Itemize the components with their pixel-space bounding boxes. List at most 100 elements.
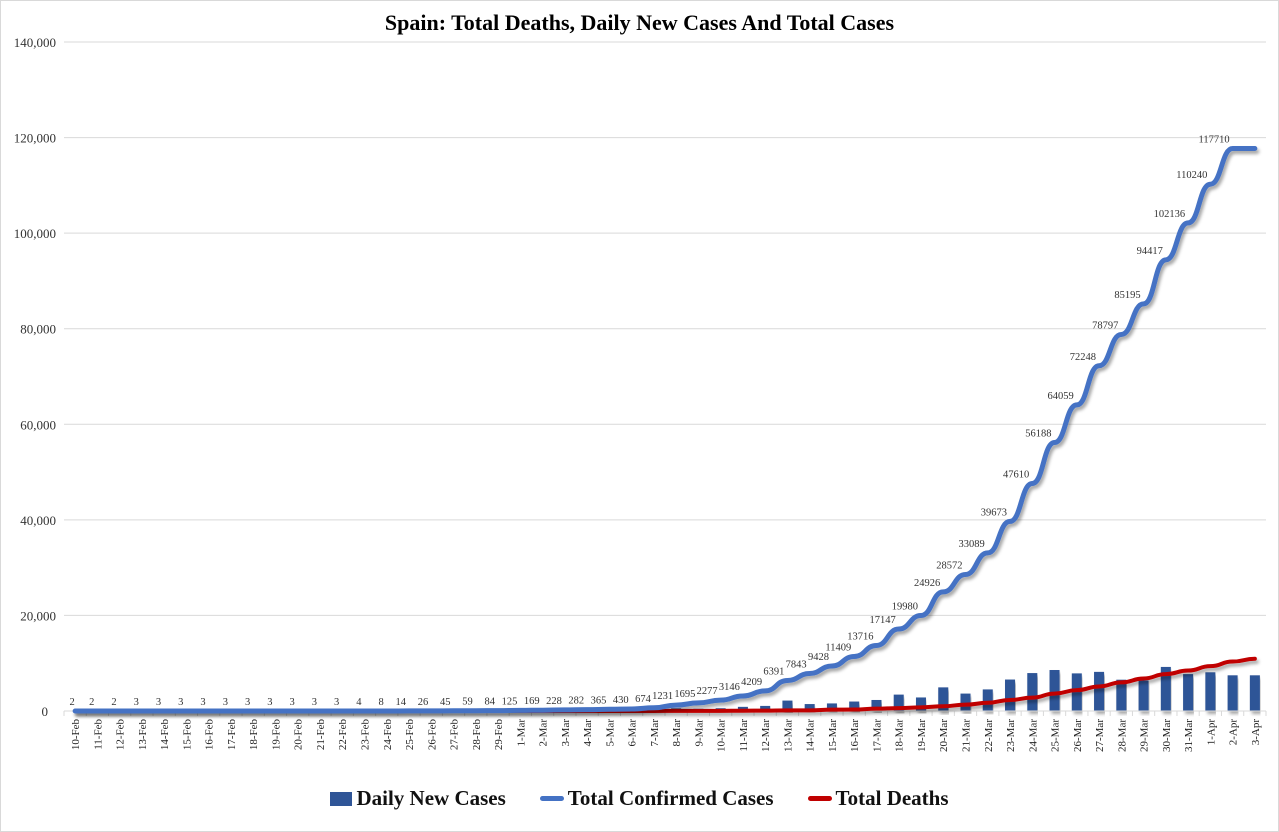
data-label-total-cases: 24926 xyxy=(914,578,940,589)
legend-label: Daily New Cases xyxy=(356,786,506,810)
legend: Daily New Cases Total Confirmed Cases To… xyxy=(0,786,1279,811)
x-tick-label: 28-Feb xyxy=(471,719,483,751)
x-tick-label: 19-Feb xyxy=(270,719,282,751)
x-tick-label: 19-Mar xyxy=(916,719,928,752)
bar-23-Mar xyxy=(1005,679,1016,711)
x-tick-label: 14-Mar xyxy=(805,719,817,752)
x-tick-label: 24-Mar xyxy=(1027,719,1039,752)
x-axis-ticks: 10-Feb 11-Feb 12-Feb 13-Feb 14-Feb 15-Feb 16-F… xyxy=(70,719,1262,752)
x-tick-label: 17-Mar xyxy=(871,719,883,752)
y-axis-ticks: 0 20,000 40,000 60,000 80,000 100,000 120,000 1… xyxy=(14,35,56,719)
x-tick-label: 25-Feb xyxy=(404,719,416,751)
x-tick-label: 24-Feb xyxy=(382,719,394,751)
data-label-total-cases: 3 xyxy=(156,697,161,708)
chart-plot: 0 20,000 40,000 60,000 80,000 100,000 120,000 1… xyxy=(14,35,1267,752)
x-tick-label: 29-Feb xyxy=(493,719,505,751)
data-label-total-cases: 3146 xyxy=(719,682,740,693)
data-label-total-cases: 72248 xyxy=(1070,352,1096,363)
data-label-total-cases: 3 xyxy=(245,697,250,708)
data-label-total-cases: 430 xyxy=(613,695,629,706)
x-tick-label: 27-Feb xyxy=(449,719,461,751)
bar-28-Mar xyxy=(1116,679,1127,711)
x-tick-label: 20-Mar xyxy=(938,719,950,752)
data-labels: 2 2 2 3 3 3 3 3 3 3 3 3 3 4 8 14 26 45 59 84 125 169 228 282 365… xyxy=(70,135,1230,708)
x-tick-label: 21-Feb xyxy=(315,719,327,751)
x-tick-label: 1-Apr xyxy=(1205,719,1217,746)
data-label-total-cases: 28572 xyxy=(936,560,962,571)
data-label-total-cases: 59 xyxy=(462,697,473,708)
data-label-total-cases: 282 xyxy=(568,696,584,707)
x-tick-label: 15-Mar xyxy=(827,719,839,752)
bar-22-Mar xyxy=(982,689,993,711)
data-label-total-cases: 94417 xyxy=(1137,246,1163,257)
bar-2-Apr xyxy=(1227,675,1238,711)
x-tick-label: 3-Mar xyxy=(560,719,572,747)
legend-item-total-confirmed-cases[interactable]: Total Confirmed Cases xyxy=(539,786,774,811)
data-label-total-cases: 228 xyxy=(546,696,562,707)
y-tick-label: 100,000 xyxy=(14,226,56,241)
x-tick-label: 16-Mar xyxy=(849,719,861,752)
data-label-total-cases: 3 xyxy=(289,697,294,708)
data-label-total-cases: 26 xyxy=(418,697,429,708)
bar-19-Mar xyxy=(915,697,926,711)
data-label-total-cases: 4 xyxy=(356,697,362,708)
x-tick-label: 15-Feb xyxy=(181,719,193,751)
x-tick-label: 22-Mar xyxy=(983,719,995,752)
data-label-total-cases: 3 xyxy=(267,697,272,708)
data-label-total-cases: 33089 xyxy=(959,539,985,550)
x-tick-label: 5-Mar xyxy=(604,719,616,747)
bar-13-Mar xyxy=(782,700,793,711)
line-swatch-icon xyxy=(539,796,564,801)
bar-17-Mar xyxy=(871,699,882,711)
data-label-total-cases: 365 xyxy=(591,695,607,706)
y-tick-label: 140,000 xyxy=(14,35,56,50)
bar-29-Mar xyxy=(1138,680,1149,711)
legend-item-total-deaths[interactable]: Total Deaths xyxy=(807,786,949,811)
x-tick-label: 10-Mar xyxy=(716,719,728,752)
x-tick-label: 12-Mar xyxy=(760,719,772,752)
x-tick-label: 13-Mar xyxy=(782,719,794,752)
data-label-total-cases: 169 xyxy=(524,696,540,707)
bar-30-Mar xyxy=(1160,666,1171,711)
data-label-total-cases: 45 xyxy=(440,697,451,708)
bar-16-Mar xyxy=(849,701,860,711)
x-tick-label: 23-Feb xyxy=(360,719,372,751)
legend-label: Total Confirmed Cases xyxy=(567,786,774,810)
total-confirmed-cases-line xyxy=(72,146,1258,714)
data-label-total-cases: 19980 xyxy=(892,602,918,613)
x-tick-label: 23-Mar xyxy=(1005,719,1017,752)
bar-15-Mar xyxy=(826,703,837,711)
y-tick-label: 120,000 xyxy=(14,131,56,146)
data-label-total-cases: 3 xyxy=(312,697,317,708)
y-tick-label: 80,000 xyxy=(20,322,56,337)
bar-12-Mar xyxy=(760,705,771,711)
data-label-total-cases: 3 xyxy=(334,697,339,708)
data-label-total-cases: 11409 xyxy=(825,642,851,653)
bar-21-Mar xyxy=(960,693,971,711)
y-tick-label: 60,000 xyxy=(20,417,56,432)
legend-item-daily-new-cases[interactable]: Daily New Cases xyxy=(330,786,506,811)
data-label-total-cases: 14 xyxy=(396,697,407,708)
bar-24-Mar xyxy=(1027,673,1038,711)
data-label-total-cases: 674 xyxy=(635,694,652,705)
x-tick-label: 13-Feb xyxy=(137,719,149,751)
x-tick-label: 26-Feb xyxy=(426,719,438,751)
x-tick-label: 8-Mar xyxy=(671,719,683,747)
data-label-total-cases: 3 xyxy=(200,697,205,708)
x-tick-label: 6-Mar xyxy=(627,719,639,747)
bar-18-Mar xyxy=(893,694,904,711)
data-label-total-cases: 13716 xyxy=(847,631,873,642)
y-tick-label: 20,000 xyxy=(20,608,56,623)
data-label-total-cases: 64059 xyxy=(1048,391,1074,402)
x-tick-label: 18-Feb xyxy=(248,719,260,751)
data-label-total-cases: 117710 xyxy=(1198,135,1229,146)
legend-label: Total Deaths xyxy=(835,786,949,810)
x-tick-label: 17-Feb xyxy=(226,719,238,751)
x-tick-label: 25-Mar xyxy=(1050,719,1062,752)
x-tick-label: 1-Mar xyxy=(515,719,527,747)
x-tick-label: 22-Feb xyxy=(337,719,349,751)
bar-1-Apr xyxy=(1205,672,1216,711)
x-tick-label: 26-Mar xyxy=(1072,719,1084,752)
data-label-total-cases: 3 xyxy=(134,697,139,708)
series-lines xyxy=(72,146,1258,714)
